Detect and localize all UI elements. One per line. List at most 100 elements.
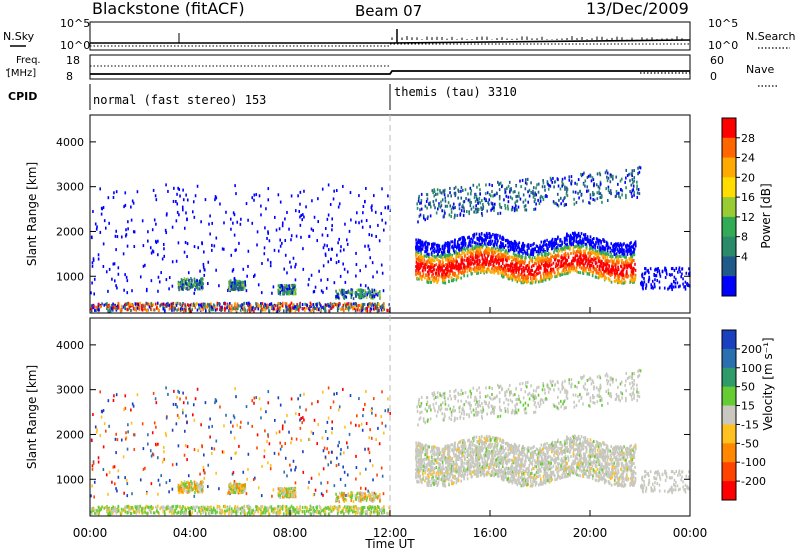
power-cell [372,303,375,307]
power-cell [443,243,446,247]
power-cell [219,306,222,310]
power-cell [615,244,618,248]
power-cell [481,213,484,217]
power-cell [482,205,485,209]
power-cell [457,276,460,280]
power-cell [520,260,523,264]
power-cell [444,275,447,279]
power-cell [481,241,483,245]
power-cell [175,303,178,307]
power-cell [520,249,522,253]
power-cell [584,267,587,271]
power-cell [417,199,420,203]
power-cell [425,199,428,203]
power-cell [417,196,420,200]
power-cell [365,186,367,190]
power-cell [433,247,436,251]
power-cell [447,258,450,262]
power-cell [454,185,457,189]
power-cell [535,250,538,254]
power-cell [576,270,578,274]
power-cell [526,252,529,256]
power-cell [443,278,446,282]
power-cell [231,287,233,291]
power-cell [179,287,182,291]
power-cell [511,262,514,266]
power-cell [548,277,551,281]
power-cell [579,271,582,275]
power-cell [370,296,372,300]
power-cell [558,198,560,202]
power-cell [431,253,434,257]
power-cell [454,213,456,217]
power-cell [314,285,317,289]
power-cell [278,305,281,309]
power-cell [547,182,549,186]
power-cell [290,265,292,269]
power-cell [249,303,252,307]
power-cell [614,255,617,259]
power-cell [278,284,281,288]
power-cell [604,246,607,250]
power-cell [175,302,177,306]
power-cell [240,287,242,291]
power-cell [316,303,318,307]
power-cell [486,269,489,273]
power-cell [157,253,159,257]
power-cell [510,264,513,268]
power-cell [376,309,379,313]
power-cell [117,266,120,270]
power-cell [636,191,639,195]
power-cell [464,243,467,247]
power-cell [525,178,527,182]
power-cell [598,239,601,243]
power-cell [578,265,581,269]
power-cell [597,276,600,280]
power-cell [625,245,627,249]
power-cell [287,288,290,292]
power-cell [116,235,119,239]
power-cell [618,261,620,265]
power-cell [632,181,634,185]
power-cell [348,306,351,310]
power-cell [451,255,453,259]
power-cell [546,248,549,252]
power-cell [267,187,270,191]
power-cell [364,289,366,293]
power-cell [564,185,566,189]
power-cell [181,307,184,311]
power-cell [141,304,143,308]
power-cell [588,267,590,271]
power-cell [348,229,351,233]
power-cell [187,281,190,285]
power-cell [453,216,456,220]
power-cell [436,274,439,278]
power-cell [362,302,364,306]
power-cell [157,239,159,243]
power-cell [550,263,553,267]
power-cell [511,259,513,263]
power-cell [530,190,532,194]
power-cell [469,244,472,248]
power-cell [494,266,497,270]
power-cell [360,303,363,307]
power-cell [525,276,528,280]
power-cell [559,243,562,247]
power-cell [212,305,215,309]
power-cell [565,235,568,239]
power-cell [486,233,489,237]
power-cell [194,194,197,198]
power-cell [283,289,286,293]
power-cell [622,268,625,272]
power-cell [528,194,531,198]
power-cell [177,282,180,286]
power-cell [572,190,575,194]
power-cell [625,249,627,253]
power-cell [249,306,252,310]
power-cell [519,264,521,268]
power-cell [90,291,92,295]
power-cell [568,235,571,239]
power-cell [424,241,426,245]
power-cell [516,275,518,279]
cpid-label: CPID [8,90,37,103]
